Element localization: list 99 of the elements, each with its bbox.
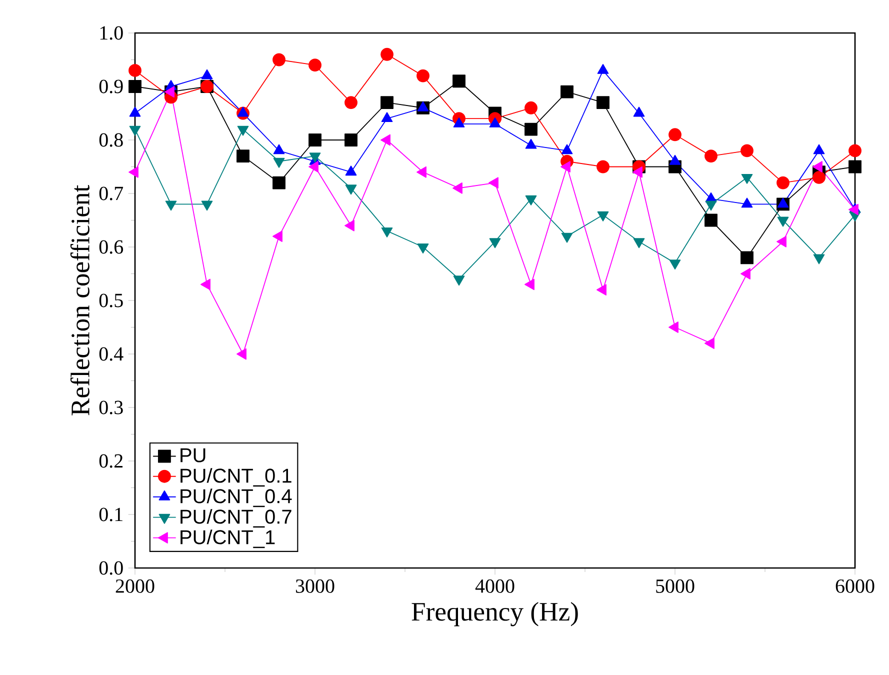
point: [669, 260, 681, 270]
point: [704, 338, 714, 349]
point: [380, 48, 394, 61]
point: [776, 236, 786, 248]
point: [201, 69, 213, 80]
point: [417, 101, 429, 112]
point: [740, 251, 754, 264]
point: [704, 150, 718, 163]
point: [272, 230, 282, 242]
point: [345, 184, 357, 195]
point: [596, 284, 606, 296]
point: [236, 150, 250, 163]
point: [308, 134, 322, 146]
point: [345, 166, 357, 176]
legend-label: PU/CNT_0.4: [180, 488, 292, 508]
point: [777, 216, 789, 227]
y-tick-label: 0.9: [99, 80, 123, 94]
point: [597, 211, 609, 222]
point: [741, 174, 753, 184]
point: [236, 348, 246, 360]
point: [128, 166, 138, 178]
point: [812, 161, 822, 172]
x-tick-label: 6000: [836, 579, 874, 593]
point: [596, 160, 610, 174]
point: [705, 200, 717, 211]
y-axis-title: Reflection coefficient: [70, 184, 90, 416]
point: [201, 200, 213, 211]
point: [344, 134, 358, 146]
point: [560, 85, 574, 98]
point: [128, 80, 142, 93]
point: [128, 64, 142, 77]
x-tick-label: 5000: [656, 579, 694, 593]
legend-label: PU/CNT_0.7: [180, 509, 292, 528]
point: [561, 232, 573, 243]
point: [525, 195, 537, 206]
point: [381, 227, 393, 238]
point: [344, 96, 358, 110]
y-tick-label: 0.2: [99, 454, 123, 468]
x-axis-title: Frequency (Hz): [412, 602, 578, 626]
point: [308, 58, 322, 72]
point: [273, 144, 285, 154]
point: [381, 112, 393, 122]
point: [272, 176, 286, 190]
x-tick-label: 4000: [475, 579, 514, 593]
point: [633, 106, 645, 117]
point: [524, 122, 538, 136]
point: [453, 276, 465, 286]
point: [704, 214, 718, 227]
point: [524, 101, 538, 114]
point: [848, 160, 862, 174]
point: [596, 96, 610, 110]
point: [164, 86, 174, 98]
legend-label: PU: [180, 448, 206, 462]
y-tick-label: 0.5: [99, 294, 123, 308]
y-tick-label: 0.4: [99, 347, 124, 361]
legend-label: PU/CNT_1: [180, 530, 275, 548]
point: [380, 134, 390, 146]
point: [813, 144, 825, 154]
point: [416, 166, 426, 178]
point: [740, 268, 750, 280]
point: [560, 161, 570, 172]
point: [668, 128, 682, 142]
y-tick-label: 0.0: [99, 561, 123, 575]
point: [524, 278, 534, 290]
x-tick-label: 3000: [296, 579, 334, 593]
y-tick-label: 0.8: [99, 133, 123, 147]
point: [273, 158, 285, 168]
point: [489, 238, 501, 248]
point: [416, 69, 430, 82]
point: [812, 170, 826, 184]
point: [237, 106, 249, 117]
point: [452, 74, 466, 88]
point: [165, 200, 177, 211]
point: [813, 254, 825, 264]
point: [632, 166, 642, 178]
point: [129, 106, 141, 117]
point: [740, 144, 754, 158]
point: [272, 53, 286, 66]
legend-label: PU/CNT_0.1: [180, 468, 292, 487]
point: [200, 278, 210, 290]
y-tick-label: 0.6: [99, 240, 124, 254]
point: [597, 64, 609, 74]
point: [668, 322, 678, 333]
point: [488, 177, 498, 188]
point: [848, 144, 862, 158]
y-tick-label: 0.7: [99, 186, 124, 200]
y-tick-label: 1.0: [100, 26, 123, 40]
point: [344, 220, 354, 232]
y-tick-label: 0.1: [99, 508, 122, 522]
point: [776, 176, 790, 190]
point: [380, 96, 394, 110]
point: [308, 161, 318, 172]
point: [417, 244, 429, 254]
point: [561, 144, 573, 154]
x-tick-label: 2000: [116, 579, 154, 593]
y-tick-label: 0.3: [99, 400, 123, 414]
point: [452, 182, 462, 194]
point: [848, 204, 858, 216]
point: [633, 238, 645, 248]
